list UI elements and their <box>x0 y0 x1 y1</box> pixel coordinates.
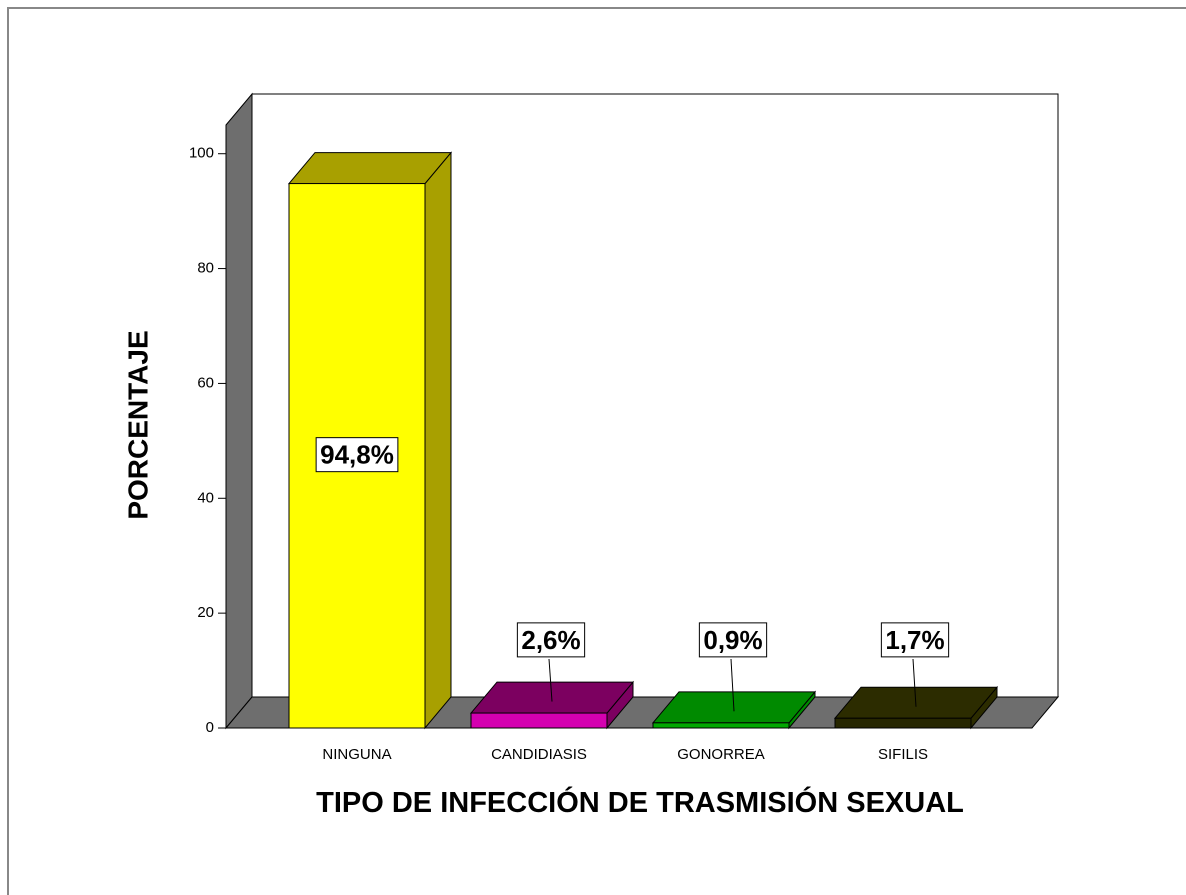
y-tick-label: 60 <box>197 374 214 391</box>
value-label-box <box>880 622 950 658</box>
leader-line <box>912 658 917 707</box>
bar-top <box>287 152 453 185</box>
leader-line <box>548 658 553 702</box>
x-axis-title: TIPO DE INFECCIÓN DE TRASMISIÓN SEXUAL <box>316 787 964 819</box>
y-tick-label: 80 <box>197 260 214 277</box>
bar <box>834 717 972 729</box>
y-tick-label: 40 <box>197 489 214 506</box>
x-tick-label: GONORREA <box>677 746 765 763</box>
value-label-box <box>315 437 399 473</box>
y-tick-label: 0 <box>206 719 214 736</box>
x-tick-label: SIFILIS <box>878 746 928 763</box>
y-axis-title: PORCENTAJE <box>122 330 153 519</box>
value-label: 1,7% <box>885 625 944 655</box>
bar <box>652 722 790 729</box>
x-tick-label: NINGUNA <box>322 746 391 763</box>
value-label: 94,8% <box>320 440 394 470</box>
y-tick-label: 20 <box>197 604 214 621</box>
left-wall <box>225 92 253 730</box>
value-label-box <box>516 622 586 658</box>
bar-side <box>424 151 452 730</box>
x-tick-label: CANDIDIASIS <box>491 746 587 763</box>
y-tick-label: 100 <box>189 145 214 162</box>
value-label-box <box>698 622 768 658</box>
leader-line <box>730 658 735 712</box>
value-label: 2,6% <box>521 625 580 655</box>
value-label: 0,9% <box>703 625 762 655</box>
bar <box>470 712 608 729</box>
